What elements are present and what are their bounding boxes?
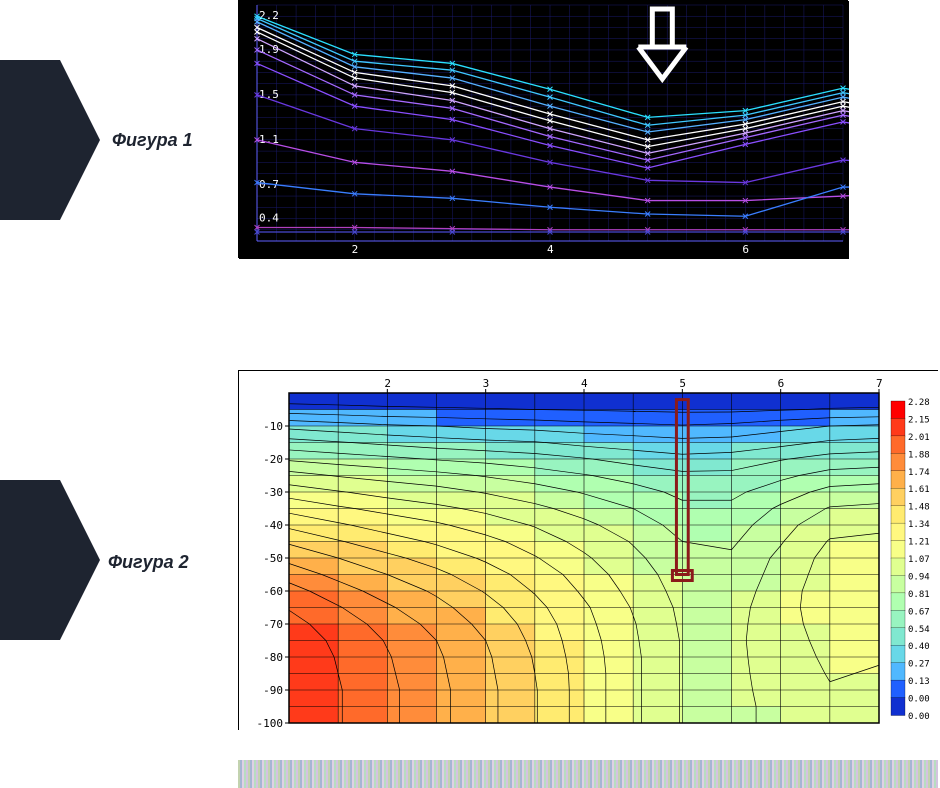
svg-text:-60: -60 <box>263 585 283 598</box>
svg-text:1.21: 1.21 <box>908 538 930 548</box>
svg-text:-70: -70 <box>263 618 283 631</box>
svg-text:1.61: 1.61 <box>908 485 930 495</box>
figure2-label: Фигура 2 <box>108 552 189 573</box>
pointer-shape-2 <box>0 480 100 640</box>
svg-text:2: 2 <box>352 243 359 256</box>
line-chart-svg: 0.40.71.11.51.92.2246 <box>239 1 849 259</box>
contour-chart-panel: 2 3 4 5 6 7 -10 -20 -30 -40 -50 -60 -70 -80 -90 -100 2.2… <box>238 370 938 730</box>
hex-fill-1 <box>0 60 100 220</box>
svg-text:-90: -90 <box>263 684 283 697</box>
contour-chart-svg: 2 3 4 5 6 7 -10 -20 -30 -40 -50 -60 -70 -80 -90 -100 2.2… <box>239 371 939 731</box>
svg-text:4: 4 <box>581 377 588 390</box>
svg-text:2: 2 <box>384 377 391 390</box>
svg-text:0.54: 0.54 <box>908 625 930 635</box>
svg-text:0.94: 0.94 <box>908 572 930 582</box>
svg-text:-40: -40 <box>263 519 283 532</box>
svg-text:-30: -30 <box>263 486 283 499</box>
svg-text:2.28: 2.28 <box>908 398 930 408</box>
svg-text:-100: -100 <box>257 717 284 730</box>
svg-text:1.07: 1.07 <box>908 555 930 565</box>
svg-text:3: 3 <box>483 377 490 390</box>
hex-fill-2 <box>0 480 100 640</box>
pointer-shape-1 <box>0 60 100 220</box>
svg-text:1.34: 1.34 <box>908 520 930 530</box>
svg-text:7: 7 <box>876 377 883 390</box>
svg-text:0.27: 0.27 <box>908 660 930 670</box>
svg-text:0.4: 0.4 <box>259 212 279 225</box>
svg-text:0.00: 0.00 <box>908 712 930 722</box>
svg-text:-10: -10 <box>263 420 283 433</box>
svg-text:0.13: 0.13 <box>908 677 930 687</box>
svg-text:1.48: 1.48 <box>908 503 930 513</box>
svg-text:0.81: 0.81 <box>908 590 930 600</box>
svg-text:6: 6 <box>778 377 785 390</box>
svg-text:2.15: 2.15 <box>908 415 930 425</box>
svg-text:0.40: 0.40 <box>908 642 930 652</box>
figure1-label: Фигура 1 <box>112 130 193 151</box>
svg-text:-80: -80 <box>263 651 283 664</box>
svg-text:1.88: 1.88 <box>908 450 930 460</box>
svg-text:-20: -20 <box>263 453 283 466</box>
noise-strip <box>238 760 938 788</box>
line-chart-panel: 0.40.71.11.51.92.2246 <box>238 0 848 258</box>
svg-text:0.67: 0.67 <box>908 607 930 617</box>
svg-text:4: 4 <box>547 243 554 256</box>
svg-text:-50: -50 <box>263 552 283 565</box>
svg-text:5: 5 <box>679 377 686 390</box>
svg-text:0.00: 0.00 <box>908 695 930 705</box>
svg-text:6: 6 <box>742 243 749 256</box>
svg-text:2.01: 2.01 <box>908 433 930 443</box>
svg-text:1.74: 1.74 <box>908 468 930 478</box>
